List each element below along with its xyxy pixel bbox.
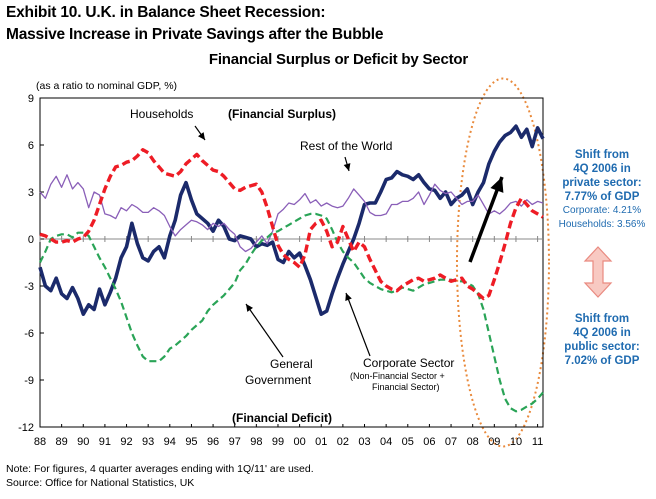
annotation-government-line1: General — [270, 357, 313, 371]
x-tick-label: 93 — [142, 436, 154, 448]
corporate-pointer — [345, 292, 371, 357]
x-tick-label: 91 — [99, 436, 111, 448]
series-line-households — [38, 124, 545, 316]
households-pointer-head — [198, 132, 205, 140]
private-shift-line2: 4Q 2006 in — [573, 163, 631, 175]
x-tick-label: 10 — [510, 436, 522, 448]
x-tick-label: 05 — [402, 436, 414, 448]
corporate-shift-value: Corporate: 4.21% — [562, 205, 642, 216]
annotation-government-line2: Government — [245, 373, 312, 387]
x-tick-label: 07 — [445, 436, 457, 448]
x-tick-label: 96 — [207, 436, 219, 448]
government-pointer-head — [246, 304, 253, 312]
x-tick-label: 09 — [488, 436, 500, 448]
y-tick-label: 9 — [28, 93, 34, 105]
x-tick-label: 03 — [358, 436, 370, 448]
x-tick-label: 11 — [532, 436, 543, 448]
y-tick-label: -6 — [24, 328, 34, 340]
highlight-ellipse — [455, 77, 550, 448]
x-tick-label: 97 — [229, 436, 241, 448]
corporate-pointer-head — [345, 293, 352, 301]
private-sector-shift-note: Shift from 4Q 2006 in private sector: 7.… — [548, 148, 656, 232]
annotation-corporate-line3: Financial Sector) — [372, 382, 440, 392]
x-tick-label: 00 — [293, 436, 305, 448]
x-tick-label: 90 — [77, 436, 89, 448]
x-tick-label: 94 — [164, 436, 176, 448]
y-tick-label: -9 — [24, 375, 34, 387]
y-axis-units-label: (as a ratio to nominal GDP, %) — [36, 80, 178, 92]
annotation-financial-deficit: (Financial Deficit) — [232, 411, 332, 425]
x-tick-label: 95 — [185, 436, 197, 448]
households-shift-value: Households: 3.56% — [558, 219, 646, 230]
public-shift-line3: public sector: — [564, 341, 640, 353]
private-shift-line3: private sector: — [562, 177, 642, 189]
chart-title-line1: Exhibit 10. U.K. in Balance Sheet Recess… — [6, 4, 326, 21]
public-shift-line2: 4Q 2006 in — [573, 327, 631, 339]
double-arrow-icon — [583, 246, 613, 298]
annotation-corporate-line1: Corporate Sector — [363, 356, 454, 370]
annotation-corporate-line2: (Non-Financial Sector + — [350, 371, 445, 381]
annotation-financial-surplus: (Financial Surplus) — [228, 107, 336, 121]
y-tick-label: 0 — [28, 234, 34, 246]
y-tick-label: 3 — [28, 187, 34, 199]
public-shift-line4: 7.02% of GDP — [564, 355, 640, 367]
rest-of-world-pointer-head — [343, 163, 351, 171]
y-tick-label: 6 — [28, 140, 34, 152]
x-tick-label: 99 — [272, 436, 284, 448]
public-shift-line1: Shift from — [574, 313, 630, 325]
annotation-rest-of-world: Rest of the World — [300, 139, 392, 153]
source-note: Source: Office for National Statistics, … — [6, 477, 195, 489]
x-tick-label: 98 — [250, 436, 262, 448]
series-line-corporate-sector — [39, 148, 544, 301]
x-tick-label: 89 — [56, 436, 68, 448]
government-pointer — [245, 303, 284, 358]
x-tick-label: 08 — [467, 436, 479, 448]
x-tick-label: 01 — [315, 436, 327, 448]
footnote: Note: For figures, 4 quarter averages en… — [6, 463, 314, 475]
x-tick-label: 92 — [120, 436, 132, 448]
y-tick-label: -3 — [24, 281, 34, 293]
public-sector-shift-note: Shift from 4Q 2006 in public sector: 7.0… — [548, 312, 656, 368]
y-tick-label: -12 — [18, 422, 34, 434]
private-shift-line1: Shift from — [574, 149, 630, 161]
x-tick-label: 88 — [34, 436, 46, 448]
x-tick-label: 06 — [423, 436, 435, 448]
chart-subtitle: Financial Surplus or Deficit by Sector — [208, 51, 468, 68]
series-line-general-government — [39, 212, 544, 413]
annotation-households: Households — [130, 107, 193, 121]
private-shift-line4: 7.77% of GDP — [564, 191, 640, 203]
x-tick-label: 02 — [337, 436, 349, 448]
private-shift-arrow-head — [490, 177, 504, 193]
chart-title-line2: Massive Increase in Private Savings afte… — [6, 26, 384, 43]
series-line-rest-of-the-world — [39, 174, 544, 253]
x-tick-label: 04 — [380, 436, 392, 448]
private-shift-arrow — [468, 176, 504, 263]
